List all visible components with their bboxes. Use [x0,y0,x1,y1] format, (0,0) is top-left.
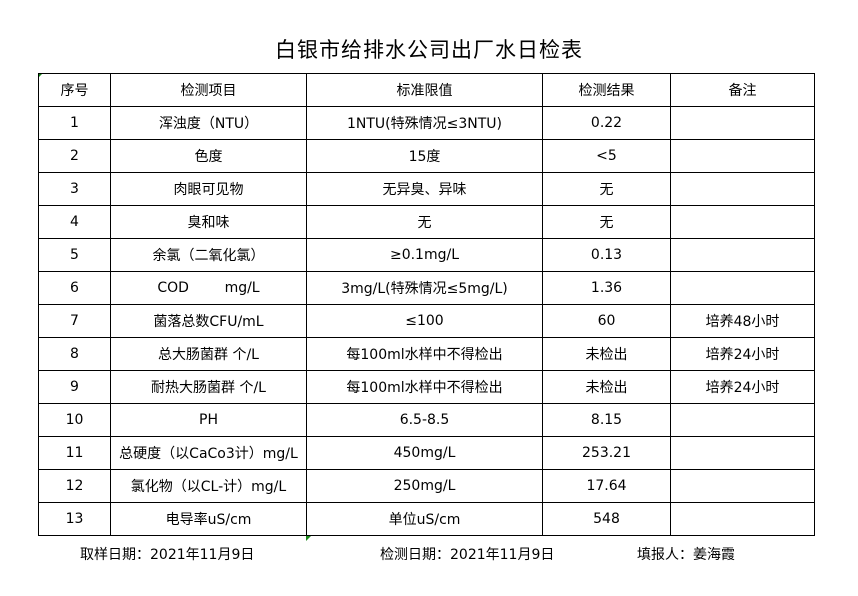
table-row: 8 总大肠菌群 个/L 每100ml水样中不得检出 未检出 培养24小时 [38,337,815,371]
table-cell[interactable]: 3mg/L(特殊情况≤5mg/L) [306,271,543,305]
table-cell[interactable]: 11 [38,436,111,470]
table-cell[interactable]: 0.22 [542,106,671,140]
table-cell[interactable]: <5 [542,139,671,173]
table-cell[interactable]: 培养24小时 [670,337,815,371]
table-cell[interactable]: 每100ml水样中不得检出 [306,337,543,371]
table-cell[interactable]: 臭和味 [110,205,307,239]
table-cell[interactable]: ≥0.1mg/L [306,238,543,272]
table-cell[interactable] [670,106,815,140]
table-cell[interactable]: 5 [38,238,111,272]
table-cell[interactable]: 250mg/L [306,469,543,503]
table-cell[interactable] [670,502,815,536]
table-row: 3 肉眼可见物 无异臭、异味无 [38,172,815,206]
table-cell[interactable]: 培养48小时 [670,304,815,338]
table-cell[interactable]: 6 [38,271,111,305]
test-date: 检测日期：2021年11月9日 [380,547,555,563]
header-cell[interactable]: 序号 [38,73,111,107]
table-cell[interactable]: PH [110,403,307,437]
table-header-row: 序号 检测项目 标准限值 检测结果 备注 [38,73,815,107]
table-cell[interactable]: 无 [542,205,671,239]
table-cell[interactable]: 253.21 [542,436,671,470]
table-cell[interactable]: 3 [38,172,111,206]
table-row: 13 电导率uS/cm 单位uS/cm 548 [38,502,815,536]
table-cell[interactable] [670,238,815,272]
table-cell[interactable]: 1.36 [542,271,671,305]
table-row: 12 氯化物（以CL-计）mg/L 250mg/L 17.64 [38,469,815,503]
table-cell[interactable]: 总大肠菌群 个/L [110,337,307,371]
table-cell[interactable]: 色度 [110,139,307,173]
table-cell[interactable]: 余氯（二氧化氯） [110,238,307,272]
table-cell[interactable]: 无 [542,172,671,206]
table-cell[interactable]: 电导率uS/cm [110,502,307,536]
sample-date: 取样日期：2021年11月9日 [80,547,255,563]
table-cell[interactable]: 13 [38,502,111,536]
table-cell[interactable]: 未检出 [542,370,671,404]
table-row: 11 总硬度（以CaCo3计）mg/L 450mg/L 253.21 [38,436,815,470]
inspection-table: 序号 检测项目 标准限值 检测结果 备注 1 浑浊度（NTU） 1NTU(特殊情况≤… [38,73,815,536]
table-row: 1 浑浊度（NTU） 1NTU(特殊情况≤3NTU) 0.22 [38,106,815,140]
table-cell[interactable]: 菌落总数CFU/mL [110,304,307,338]
table-cell[interactable]: 7 [38,304,111,338]
table-cell[interactable]: 肉眼可见物 [110,172,307,206]
table-row: 5 余氯（二氧化氯） ≥0.1mg/L 0.13 [38,238,815,272]
table-cell[interactable]: 12 [38,469,111,503]
table-cell[interactable] [670,172,815,206]
table-cell[interactable]: ≤100 [306,304,543,338]
header-cell[interactable]: 检测项目 [110,73,307,107]
table-cell[interactable]: 6.5-8.5 [306,403,543,437]
table-cell[interactable] [670,403,815,437]
table-cell[interactable]: 10 [38,403,111,437]
table-cell[interactable]: 总硬度（以CaCo3计）mg/L [110,436,307,470]
table-cell[interactable]: 2 [38,139,111,173]
table-cell[interactable] [670,139,815,173]
table-cell[interactable]: 17.64 [542,469,671,503]
table-cell[interactable]: 培养24小时 [670,370,815,404]
table-cell[interactable]: 每100ml水样中不得检出 [306,370,543,404]
header-cell[interactable]: 备注 [670,73,815,107]
table-row: 4 臭和味无无 [38,205,815,239]
table-cell[interactable]: 15度 [306,139,543,173]
table-cell[interactable]: 1 [38,106,111,140]
header-cell[interactable]: 标准限值 [306,73,543,107]
table-row: 9 耐热大肠菌群 个/L 每100ml水样中不得检出 未检出 培养24小时 [38,370,815,404]
table-cell[interactable] [670,469,815,503]
cell-marker-icon [306,536,311,541]
table-cell[interactable]: 8.15 [542,403,671,437]
table-row: 6 COD mg/L 3mg/L(特殊情况≤5mg/L) 1.36 [38,271,815,305]
table-cell[interactable]: 548 [542,502,671,536]
table-cell[interactable] [670,271,815,305]
table-cell[interactable]: 单位uS/cm [306,502,543,536]
table-cell[interactable]: COD mg/L [110,271,307,305]
page-title: 白银市给排水公司出厂水日检表 [275,38,583,62]
table-cell[interactable]: 氯化物（以CL-计）mg/L [110,469,307,503]
table-row: 2 色度 15度 <5 [38,139,815,173]
table-row: 7 菌落总数CFU/mL ≤100 60 培养48小时 [38,304,815,338]
table-cell[interactable] [670,205,815,239]
table-cell[interactable]: 1NTU(特殊情况≤3NTU) [306,106,543,140]
table-cell[interactable]: 无 [306,205,543,239]
table-cell[interactable]: 4 [38,205,111,239]
table-cell[interactable]: 450mg/L [306,436,543,470]
table-cell[interactable]: 耐热大肠菌群 个/L [110,370,307,404]
table-cell[interactable] [670,436,815,470]
table-row: 10 PH 6.5-8.5 8.15 [38,403,815,437]
table-cell[interactable]: 60 [542,304,671,338]
table-cell[interactable]: 浑浊度（NTU） [110,106,307,140]
table-cell[interactable]: 未检出 [542,337,671,371]
table-cell[interactable]: 9 [38,370,111,404]
table-cell[interactable]: 8 [38,337,111,371]
reporter: 填报人：姜海霞 [637,547,735,563]
table-cell[interactable]: 0.13 [542,238,671,272]
header-cell[interactable]: 检测结果 [542,73,671,107]
table-cell[interactable]: 无异臭、异味 [306,172,543,206]
